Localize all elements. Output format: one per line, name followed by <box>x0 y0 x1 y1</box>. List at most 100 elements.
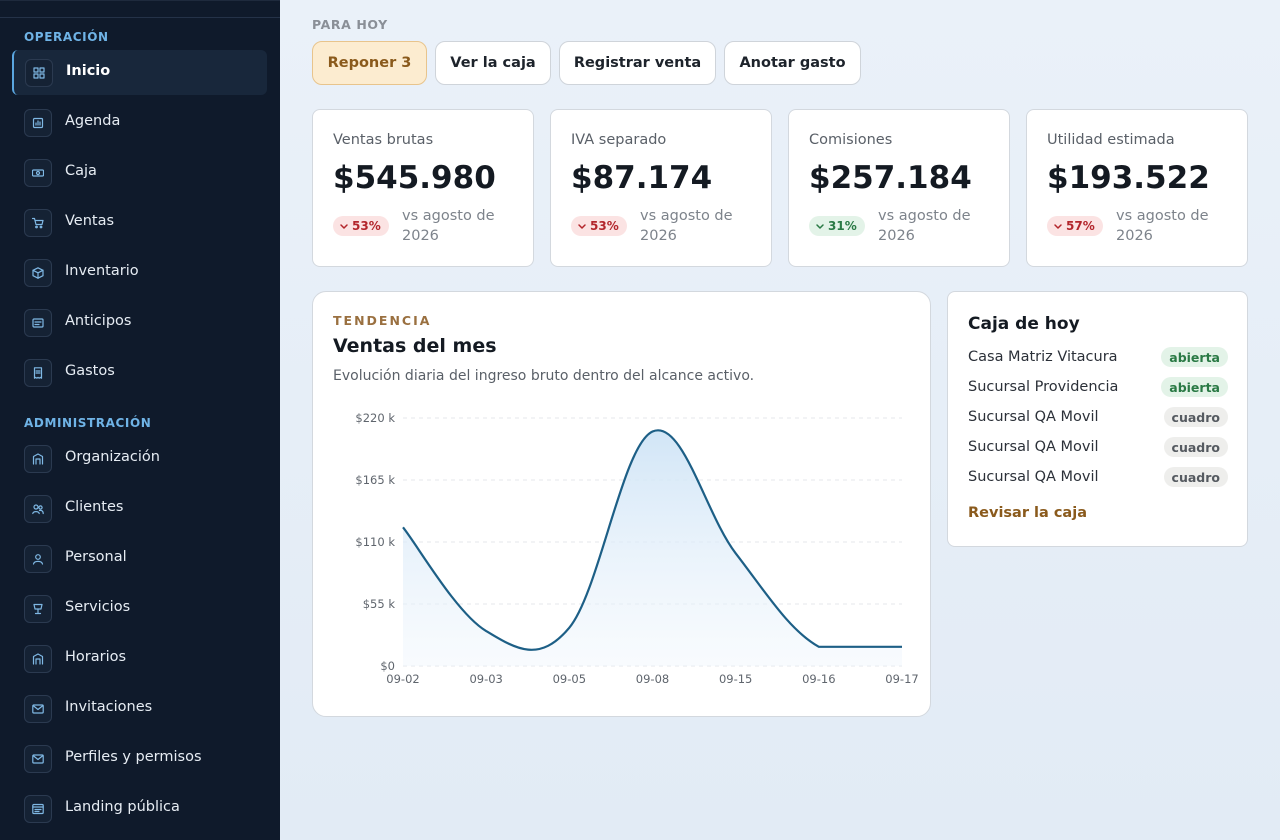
building-icon <box>24 445 52 473</box>
kpi-value: $87.174 <box>571 160 713 196</box>
sales-area-fill <box>403 430 902 666</box>
main: PARA HOY Reponer 3 Ver la caja Registrar… <box>280 0 1280 840</box>
caja-row: Sucursal QA Movil cuadro <box>968 437 1228 459</box>
sidebar-item-label: Landing pública <box>65 799 180 815</box>
sidebar-item-caja[interactable]: Caja <box>12 150 267 195</box>
sales-chart-card: $0 $55 k $110 k $165 k $220 k 09-02 09-03 09-05… <box>312 291 931 717</box>
caja-branch-name: Sucursal Providencia <box>968 379 1119 395</box>
sidebar-item-anticipos[interactable]: Anticipos <box>12 300 267 345</box>
caja-row: Sucursal QA Movil cuadro <box>968 407 1228 429</box>
kpi-delta: 53% <box>590 219 619 233</box>
x-tick-label: 09-15 <box>719 672 752 686</box>
kpi-delta-badge: 31% <box>809 216 865 236</box>
ver-caja-button[interactable]: Ver la caja <box>435 41 551 85</box>
calendar-icon <box>24 109 52 137</box>
sidebar-item-horarios[interactable]: Horarios <box>12 636 267 681</box>
chart-subtitle: Evolución diaria del ingreso bruto dentr… <box>333 368 755 384</box>
caja-row: Casa Matriz Vitacura abierta <box>968 347 1228 369</box>
kpi-delta-badge: 53% <box>333 216 389 236</box>
chart-eyebrow: TENDENCIA <box>333 313 432 328</box>
y-tick-label: $110 k <box>355 535 395 549</box>
caja-title: Caja de hoy <box>968 314 1080 334</box>
sidebar-item-ventas[interactable]: Ventas <box>12 200 267 245</box>
sidebar-item-agenda[interactable]: Agenda <box>12 100 267 145</box>
sidebar-item-inventario[interactable]: Inventario <box>12 250 267 295</box>
kpi-card: Utilidad estimada $193.522 57% vs agosto de… <box>1026 109 1248 267</box>
quick-actions-heading: PARA HOY <box>312 17 388 32</box>
y-tick-label: $165 k <box>355 473 395 487</box>
sidebar-item-label: Inicio <box>66 63 111 79</box>
x-tick-label: 09-05 <box>553 672 586 686</box>
mail-icon <box>24 695 52 723</box>
sidebar-item-label: Organización <box>65 449 160 465</box>
x-tick-label: 09-17 <box>885 672 918 686</box>
reponer-button[interactable]: Reponer 3 <box>312 41 427 85</box>
sidebar-item-invitaciones[interactable]: Invitaciones <box>12 686 267 731</box>
revisar-caja-link[interactable]: Revisar la caja <box>968 505 1087 521</box>
sidebar-item-landing-pública[interactable]: Landing pública <box>12 786 267 831</box>
sidebar-item-perfiles-y-permisos[interactable]: Perfiles y permisos <box>12 736 267 781</box>
caja-branch-name: Sucursal QA Movil <box>968 439 1099 455</box>
browser-icon <box>24 795 52 823</box>
kpi-compare: vs agosto de 2026 <box>878 208 971 244</box>
sidebar-item-label: Invitaciones <box>65 699 153 715</box>
grid-icon <box>25 59 53 87</box>
caja-status-badge: abierta <box>1161 347 1228 367</box>
sidebar-item-personal[interactable]: Personal <box>12 536 267 581</box>
sidebar-item-label: Gastos <box>65 363 115 379</box>
user-icon <box>24 545 52 573</box>
chart-title: Ventas del mes <box>333 335 497 357</box>
cash-icon <box>24 159 52 187</box>
y-tick-label: $0 <box>380 659 395 673</box>
sidebar-item-servicios[interactable]: Servicios <box>12 586 267 631</box>
sales-line <box>402 429 902 651</box>
kpi-card: Ventas brutas $545.980 53% vs agosto de 202… <box>312 109 534 267</box>
wallet-icon <box>24 309 52 337</box>
kpi-value: $193.522 <box>1047 160 1210 196</box>
caja-status-badge: abierta <box>1161 377 1228 397</box>
sidebar-item-organización[interactable]: Organización <box>12 436 267 481</box>
anotar-gasto-button[interactable]: Anotar gasto <box>724 41 861 85</box>
caja-status-badge: cuadro <box>1163 467 1228 487</box>
x-tick-label: 09-16 <box>802 672 835 686</box>
caja-status-badge: cuadro <box>1163 437 1228 457</box>
sidebar-divider <box>0 17 280 18</box>
sidebar-item-inicio[interactable]: Inicio <box>12 50 267 95</box>
kpi-compare: vs agosto de 2026 <box>1116 208 1209 244</box>
box-icon <box>24 259 52 287</box>
chevron-down-icon <box>578 224 586 229</box>
registrar-venta-button[interactable]: Registrar venta <box>559 41 716 85</box>
caja-branch-name: Sucursal QA Movil <box>968 409 1099 425</box>
kpi-delta: 53% <box>352 219 381 233</box>
caja-branch-name: Sucursal QA Movil <box>968 469 1099 485</box>
sidebar-item-label: Agenda <box>65 113 121 129</box>
sidebar-item-clientes[interactable]: Clientes <box>12 486 267 531</box>
kpi-delta: 57% <box>1066 219 1095 233</box>
kpi-compare: vs agosto de 2026 <box>640 208 733 244</box>
cup-icon <box>24 595 52 623</box>
kpi-delta-badge: 53% <box>571 216 627 236</box>
sidebar-item-label: Ventas <box>65 213 115 229</box>
sidebar-section-administracion: ADMINISTRACIÓN <box>24 416 152 430</box>
caja-branch-name: Casa Matriz Vitacura <box>968 349 1118 365</box>
y-tick-label: $55 k <box>363 597 396 611</box>
sidebar-item-gastos[interactable]: Gastos <box>12 350 267 395</box>
kpi-value: $257.184 <box>809 160 972 196</box>
kpi-delta: 31% <box>828 219 857 233</box>
building-icon <box>24 645 52 673</box>
sidebar-item-label: Caja <box>65 163 97 179</box>
sidebar-item-label: Clientes <box>65 499 124 515</box>
sales-chart: $0 $55 k $110 k $165 k $220 k 09-02 09-03 09-05… <box>355 411 918 686</box>
y-tick-label: $220 k <box>355 411 395 425</box>
x-tick-label: 09-08 <box>636 672 669 686</box>
sidebar-item-label: Servicios <box>65 599 131 615</box>
kpi-value: $545.980 <box>333 160 496 196</box>
kpi-label: Ventas brutas <box>333 132 434 148</box>
caja-row: Sucursal QA Movil cuadro <box>968 467 1228 489</box>
chevron-down-icon <box>1054 224 1062 229</box>
kpi-compare: vs agosto de 2026 <box>402 208 495 244</box>
sidebar-section-operacion: OPERACIÓN <box>24 30 109 44</box>
sidebar-item-label: Inventario <box>65 263 139 279</box>
chevron-down-icon <box>340 224 348 229</box>
kpi-label: IVA separado <box>571 132 667 148</box>
